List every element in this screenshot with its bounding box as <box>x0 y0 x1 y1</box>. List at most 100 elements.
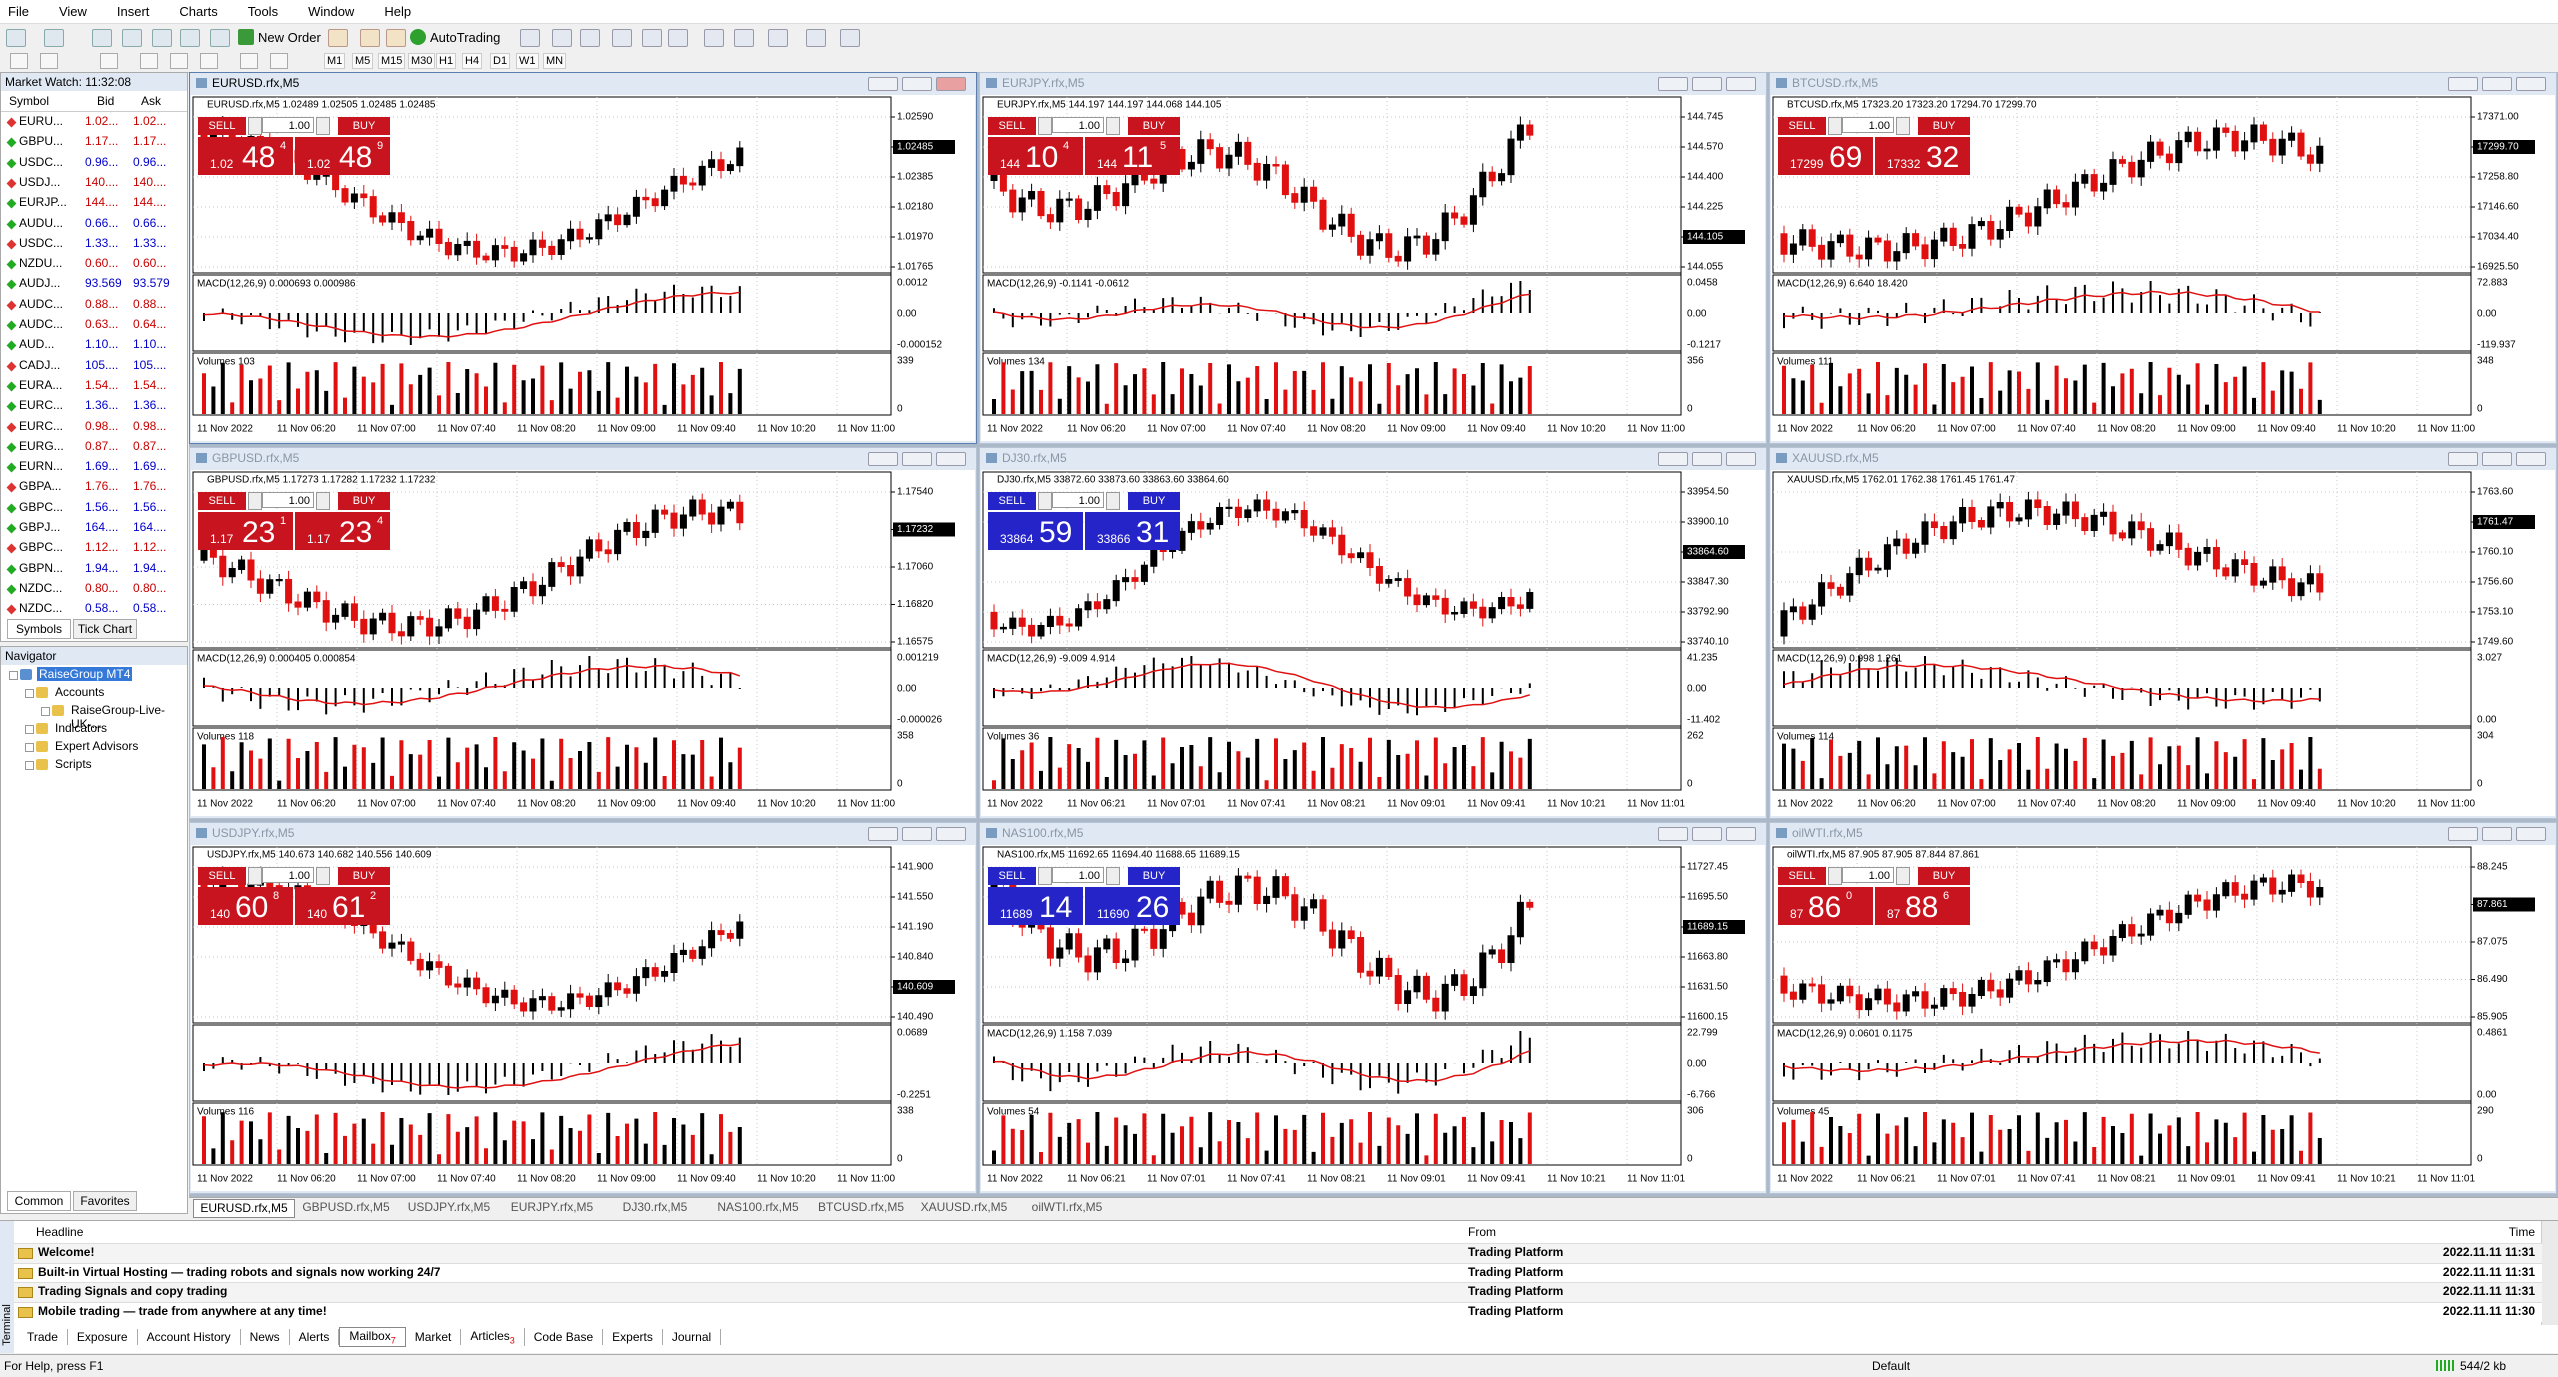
sell-button[interactable]: SELL <box>988 117 1036 135</box>
window-button[interactable] <box>868 452 898 466</box>
symbol[interactable]: EURU... <box>19 114 64 128</box>
headline[interactable]: Mobile trading — trade from anywhere at … <box>38 1303 327 1318</box>
buy-button[interactable]: BUY <box>1918 117 1970 135</box>
toolbar-icon[interactable] <box>44 29 64 47</box>
lot-size[interactable]: 1.00 <box>262 867 314 883</box>
terminal-tab[interactable]: Journal <box>663 1329 722 1345</box>
sell-price-box[interactable]: 144 10 4 <box>988 137 1083 175</box>
window-button[interactable] <box>1658 827 1688 841</box>
lot-dropdown[interactable] <box>1106 492 1120 510</box>
lot-dropdown[interactable] <box>316 867 330 885</box>
lot-size[interactable]: 1.00 <box>1842 867 1894 883</box>
lot-size[interactable]: 1.00 <box>1052 492 1104 508</box>
window-button[interactable] <box>1692 452 1722 466</box>
tree-item[interactable]: Expert Advisors <box>55 739 139 753</box>
symbol[interactable]: USDC... <box>19 154 64 169</box>
sell-button[interactable]: SELL <box>198 492 246 510</box>
new-order-button[interactable]: New Order <box>258 30 321 45</box>
toolbar-icon[interactable] <box>768 29 788 47</box>
toolbar-icon[interactable] <box>806 29 826 47</box>
timeframe-button[interactable]: MN <box>543 53 567 69</box>
symbol[interactable]: EURJP... <box>19 195 67 210</box>
row-bg[interactable] <box>14 1262 2542 1283</box>
sell-price-box[interactable]: 33864 59 <box>988 512 1083 550</box>
drawing-tool[interactable] <box>10 53 28 69</box>
sell-button[interactable]: SELL <box>198 117 246 135</box>
sell-price-box[interactable]: 1.17 23 1 <box>198 512 293 550</box>
lot-dropdown[interactable] <box>248 492 262 510</box>
timeframe-button[interactable]: M1 <box>324 53 346 69</box>
symbol[interactable]: NZDU... <box>19 256 63 271</box>
window-button[interactable] <box>936 452 966 466</box>
terminal-tab[interactable]: Market <box>406 1329 462 1345</box>
buy-button[interactable]: BUY <box>1128 492 1180 510</box>
drawing-tool[interactable] <box>100 53 118 69</box>
buy-button[interactable]: BUY <box>1918 867 1970 885</box>
toolbar-icon[interactable] <box>210 29 230 47</box>
chart-tab[interactable]: XAUUSD.rfx,M5 <box>920 1200 1008 1214</box>
window-button[interactable] <box>2448 827 2478 841</box>
window-button[interactable] <box>936 77 966 91</box>
sell-price-box[interactable]: 87 86 0 <box>1778 887 1873 925</box>
window-button[interactable] <box>1658 452 1688 466</box>
symbol[interactable]: GBPJ... <box>19 520 61 534</box>
terminal-tab[interactable]: Alerts <box>290 1329 340 1345</box>
symbol[interactable]: EURC... <box>19 398 64 413</box>
drawing-tool[interactable] <box>170 53 188 69</box>
symbol[interactable]: EURA... <box>19 377 63 392</box>
symbol[interactable]: AUDU... <box>19 215 64 230</box>
headline[interactable]: Trading Signals and copy trading <box>38 1284 228 1299</box>
menu-item[interactable]: View <box>58 4 87 19</box>
toolbar-icon[interactable] <box>580 29 600 47</box>
sell-price-box[interactable]: 11689 14 <box>988 887 1083 925</box>
sell-price-box[interactable]: 140 60 8 <box>198 887 293 925</box>
menu-item[interactable]: Charts <box>179 4 218 19</box>
symbol[interactable]: USDC... <box>19 235 64 250</box>
symbol[interactable]: NZDC... <box>19 580 63 595</box>
window-button[interactable] <box>1726 452 1756 466</box>
sell-button[interactable]: SELL <box>198 867 246 885</box>
panel-tab[interactable]: Favorites <box>73 1191 137 1211</box>
drawing-tool[interactable] <box>270 53 288 69</box>
terminal-tab[interactable]: Exposure <box>68 1329 138 1345</box>
lot-dropdown[interactable] <box>248 867 262 885</box>
chart-tab[interactable]: GBPUSD.rfx,M5 <box>302 1200 390 1214</box>
toolbar-icon[interactable] <box>386 29 406 47</box>
buy-price-box[interactable]: 1.02 48 9 <box>295 137 390 175</box>
buy-button[interactable]: BUY <box>338 117 390 135</box>
buy-price-box[interactable]: 1.17 23 4 <box>295 512 390 550</box>
symbol[interactable]: GBPA... <box>19 479 62 494</box>
symbol[interactable]: EURC... <box>19 418 64 433</box>
sell-price-box[interactable]: 1.02 48 4 <box>198 137 293 175</box>
tree-item[interactable]: RaiseGroup MT4 <box>37 667 133 681</box>
panel-tab[interactable]: Tick Chart <box>73 619 137 639</box>
window-button[interactable] <box>1692 77 1722 91</box>
timeframe-button[interactable]: M15 <box>378 53 406 69</box>
toolbar-icon[interactable] <box>840 29 860 47</box>
menu-item[interactable]: File <box>8 4 29 19</box>
toolbar-icon[interactable] <box>92 29 112 47</box>
buy-price-box[interactable]: 33866 31 <box>1085 512 1180 550</box>
toolbar-icon[interactable] <box>612 29 632 47</box>
buy-price-box[interactable]: 17332 32 <box>1875 137 1970 175</box>
symbol[interactable]: EURG... <box>19 438 64 453</box>
lot-dropdown[interactable] <box>316 492 330 510</box>
terminal-tab[interactable]: Mailbox7 <box>339 1326 406 1348</box>
buy-price-box[interactable]: 144 11 5 <box>1085 137 1180 175</box>
lot-dropdown[interactable] <box>248 117 262 135</box>
sell-button[interactable]: SELL <box>1778 117 1826 135</box>
lot-dropdown[interactable] <box>1038 867 1052 885</box>
toolbar-icon[interactable] <box>734 29 754 47</box>
toolbar-icon[interactable] <box>642 29 662 47</box>
buy-price-box[interactable]: 11690 26 <box>1085 887 1180 925</box>
chart-tab[interactable]: EURJPY.rfx,M5 <box>510 1200 594 1214</box>
panel-tab[interactable]: Common <box>7 1191 71 1211</box>
symbol[interactable]: GBPC... <box>19 540 64 555</box>
symbol[interactable]: AUD... <box>19 337 55 352</box>
toolbar-icon[interactable] <box>704 29 724 47</box>
lot-dropdown[interactable] <box>1828 867 1842 885</box>
sell-price-box[interactable]: 17299 69 <box>1778 137 1873 175</box>
lot-dropdown[interactable] <box>1828 117 1842 135</box>
toolbar-icon[interactable] <box>360 29 380 47</box>
lot-dropdown[interactable] <box>1106 117 1120 135</box>
